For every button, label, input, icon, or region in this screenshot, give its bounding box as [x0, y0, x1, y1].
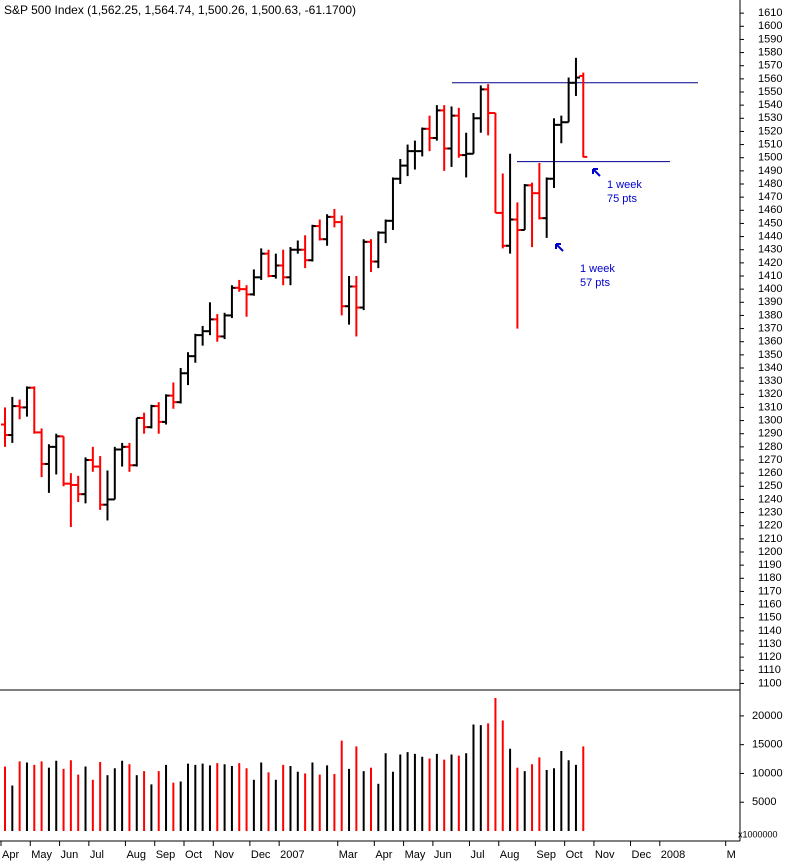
y-tick-label: 1610	[758, 7, 782, 19]
annotation-arrow	[555, 243, 564, 252]
y-tick-label: 1240	[758, 493, 782, 505]
x-tick-label: Jun	[434, 849, 452, 861]
x-tick-label: May	[405, 849, 426, 861]
x-tick-label: Apr	[375, 849, 392, 861]
y-tick-label: 1230	[758, 506, 782, 518]
x-tick-label: 2007	[280, 849, 304, 861]
chart-title: S&P 500 Index (1,562.25, 1,564.74, 1,500…	[4, 3, 356, 17]
y-tick-label: 1450	[758, 217, 782, 229]
y-tick-label: 1500	[758, 152, 782, 164]
y-tick-label: 1530	[758, 112, 782, 124]
x-tick-label: Dec	[251, 849, 271, 861]
y-tick-label: 1590	[758, 33, 782, 45]
y-tick-label: 1160	[758, 598, 782, 610]
y-tick-label: 1300	[758, 414, 782, 426]
annotation: 57 pts	[580, 277, 610, 289]
y-tick-label: 1130	[758, 638, 782, 650]
y-tick-label: 1270	[758, 454, 782, 466]
y-tick-label: 1310	[758, 401, 782, 413]
x-tick-label: Nov	[214, 849, 234, 861]
annotation: 1 week	[607, 179, 642, 191]
y-tick-label: 1430	[758, 244, 782, 256]
x-tick-label: Apr	[2, 849, 19, 861]
y-tick-label: 1420	[758, 257, 782, 269]
y-tick-label: 1470	[758, 191, 782, 203]
x-tick-label: Aug	[500, 849, 520, 861]
y-tick-label: 1200	[758, 546, 782, 558]
y-tick-label: 1280	[758, 441, 782, 453]
x-tick-label: Jul	[470, 849, 484, 861]
y-tick-label: 1110	[758, 664, 781, 676]
y-tick-label: 1220	[758, 520, 782, 532]
y-tick-label: 1480	[758, 178, 782, 190]
y-tick-label: 1550	[758, 86, 782, 98]
y-tick-label: 1360	[758, 336, 782, 348]
y-tick-label: 1440	[758, 230, 782, 242]
x-tick-label: Oct	[566, 849, 583, 861]
x-tick-label: Aug	[126, 849, 146, 861]
y-tick-label: 1210	[758, 533, 782, 545]
y-tick-label: 1410	[758, 270, 782, 282]
x-tick-label: Sep	[536, 849, 556, 861]
y-tick-label: 1350	[758, 349, 782, 361]
y-tick-label: 1260	[758, 467, 782, 479]
x-tick-label: M	[727, 849, 736, 861]
y-tick-label: 1370	[758, 322, 782, 334]
x-tick-label: Dec	[632, 849, 652, 861]
y-tick-label: 1520	[758, 125, 782, 137]
x-tick-label: May	[31, 849, 52, 861]
y-tick-label: 1460	[758, 204, 782, 216]
volume-tick-label: 15000	[752, 739, 783, 751]
x-tick-label: Oct	[185, 849, 202, 861]
y-tick-label: 1250	[758, 480, 782, 492]
y-tick-label: 1170	[758, 585, 782, 597]
y-tick-label: 1390	[758, 296, 782, 308]
y-tick-label: 1330	[758, 375, 782, 387]
x-tick-label: Jun	[61, 849, 79, 861]
y-tick-label: 1140	[758, 625, 782, 637]
y-tick-label: 1180	[758, 572, 782, 584]
y-tick-label: 1570	[758, 60, 782, 72]
y-tick-label: 1150	[758, 612, 782, 624]
y-tick-label: 1400	[758, 283, 782, 295]
y-tick-label: 1540	[758, 99, 782, 111]
volume-tick-label: 5000	[752, 796, 776, 808]
y-tick-label: 1510	[758, 138, 782, 150]
y-tick-label: 1560	[758, 73, 782, 85]
y-tick-label: 1600	[758, 20, 782, 32]
annotation-arrow	[592, 168, 601, 177]
y-tick-label: 1190	[758, 559, 782, 571]
volume-tick-label: 20000	[752, 710, 783, 722]
x-tick-label: Jul	[90, 849, 104, 861]
y-tick-label: 1120	[758, 651, 782, 663]
y-tick-label: 1320	[758, 388, 782, 400]
annotation: 75 pts	[607, 193, 637, 205]
x-tick-label: Mar	[339, 849, 358, 861]
annotation: 1 week	[580, 263, 615, 275]
y-tick-label: 1100	[758, 677, 782, 689]
volume-unit-label: x1000000	[738, 829, 778, 839]
x-tick-label: Sep	[156, 849, 176, 861]
y-tick-label: 1580	[758, 46, 782, 58]
y-tick-label: 1340	[758, 362, 782, 374]
y-tick-label: 1490	[758, 165, 782, 177]
y-tick-label: 1380	[758, 309, 782, 321]
x-tick-label: 2008	[661, 849, 685, 861]
x-tick-label: Nov	[595, 849, 615, 861]
volume-tick-label: 10000	[752, 767, 783, 779]
y-tick-label: 1290	[758, 428, 782, 440]
